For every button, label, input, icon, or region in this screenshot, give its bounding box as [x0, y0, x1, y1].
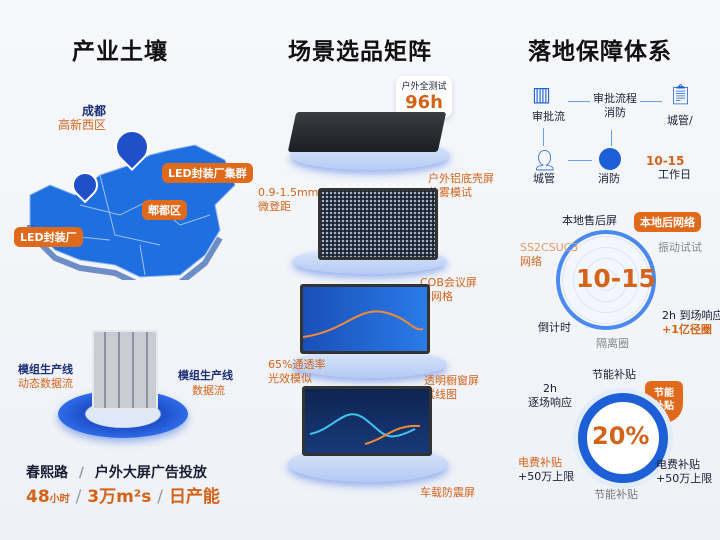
flow-arrow [640, 101, 662, 102]
radar-top: 本地售后屏 [562, 214, 617, 227]
vehicle-screen [302, 386, 432, 456]
capacity-text: 日产能 [168, 487, 220, 507]
platform [292, 350, 447, 378]
label-line: 审批流程 [593, 92, 637, 105]
label-line: 65%通透率 [268, 358, 326, 371]
days-unit: 工作日 [658, 168, 691, 181]
label-line: 电费补贴 [518, 456, 562, 469]
label-line: 光效模似 [268, 372, 312, 385]
scene-3-side: 65%通透率 光效模似 [268, 358, 325, 386]
building-icon: ▥ [532, 82, 551, 106]
label-line: +1亿径圈 [662, 323, 712, 336]
label-line: 试线图 [424, 388, 457, 401]
label-line: 网络 [520, 255, 542, 268]
area-value: 3万m²s [87, 487, 152, 507]
callout-value: 96h [405, 92, 443, 113]
separator: / [157, 487, 164, 507]
chart-line-graphic [302, 310, 424, 338]
radar-value: 10-15 [576, 264, 656, 293]
label-line: 电费补贴 [656, 458, 700, 471]
line-right-2: 数据流 [192, 384, 225, 397]
flow-node-1: 审批流 [532, 110, 565, 123]
callout-label: 户外全测试 [401, 82, 447, 92]
donut-right-bottom: 电费补贴 +50万上限 [656, 458, 712, 486]
line-left-2: 动态数据流 [18, 377, 73, 390]
location-text: 春熙路 [26, 465, 68, 481]
hours-value: 48 [26, 487, 50, 507]
label-line: 户外铝底壳屏 [428, 172, 494, 185]
radar-left-top: SS2CSUC3 网络 [520, 241, 578, 269]
test-callout: 户外全测试 96h [396, 76, 452, 118]
scene-4-label: 车载防震屏 [420, 486, 475, 499]
scene-1-label: 户外铝底壳屏 盐雾模试 [428, 172, 494, 200]
separator: / [75, 487, 82, 507]
label-line: 补贴 [654, 401, 674, 412]
flow-node-2: 城管/ [667, 114, 693, 127]
cluster-tag: LED封装厂集群 [162, 163, 253, 183]
flow-mid: 审批流程 消防 [593, 92, 637, 120]
label-line: SS2CSUC3 [520, 241, 579, 254]
cube-stack [92, 330, 158, 410]
flow-arrow [543, 128, 544, 146]
label-line: +50万上限 [656, 472, 713, 485]
line-left-1: 模组生产线 [18, 363, 73, 376]
scene-2-side: 0.9-1.5mm 微登距 [258, 186, 318, 214]
donut-left-bottom: 电费补贴 +50万上限 [518, 456, 574, 484]
aluminum-cabinet [287, 112, 447, 152]
chart-line-graphic [309, 413, 421, 445]
person-icon: 👤︎ [532, 148, 558, 172]
clipboard-icon: 📋︎ [668, 82, 694, 106]
donut-bottom: 节能补贴 [594, 488, 638, 501]
radar-tag: 本地后网络 [634, 212, 701, 232]
label-line: 节能 [654, 388, 674, 399]
flow-arrow [611, 130, 612, 146]
label-line: 透明橱窗屏 [424, 374, 479, 387]
donut-ring [578, 393, 668, 483]
label-line: COB会议屏 [420, 276, 477, 289]
label-line: 0.9-1.5mm [258, 186, 319, 199]
label-line: 逐场响应 [528, 396, 572, 409]
radar-bottom: 隔离圈 [596, 337, 629, 350]
fire-icon [599, 148, 621, 170]
label-line: +50万上限 [518, 470, 575, 483]
flow-arrow [568, 160, 592, 161]
scenarios-title: 场景选品矩阵 [288, 39, 432, 65]
label-line: 盐雾模试 [428, 186, 472, 199]
donut-left-top: 2h 逐场响应 [528, 382, 572, 410]
hours-unit: 小时 [49, 494, 70, 505]
label-line: 消防 [604, 106, 626, 119]
pidu-tag: 郫都区 [142, 200, 187, 220]
cob-screen [318, 188, 438, 260]
ad-text: 户外大屏广告投放 [94, 465, 207, 481]
donut-value: 20% [592, 422, 650, 450]
guarantee-title: 落地保障体系 [528, 39, 672, 65]
flow-arrow [568, 101, 590, 102]
line-right-1: 模组生产线 [178, 369, 233, 382]
flow-node-3: 城管 [533, 172, 555, 185]
flow-node-4: 消防 [598, 172, 620, 185]
separator: / [78, 465, 84, 481]
label-line: 2h 到场响应 [662, 309, 720, 322]
industry-title: 产业土壤 [72, 39, 168, 65]
radar-right-bottom: 2h 到场响应 +1亿径圈 [662, 309, 720, 337]
radar-ring [556, 230, 656, 330]
transparent-screen [300, 284, 430, 354]
radar-right-top: 振动试试 [658, 241, 702, 254]
scene-3-label: 透明橱窗屏 试线图 [424, 374, 479, 402]
stats-row-1: 春熙路 / 户外大屏广告投放 [26, 462, 207, 482]
label-line: 2h [543, 382, 557, 395]
days-value: 10-15 [646, 154, 685, 168]
stats-row-2: 48小时 / 3万m²s / 日产能 [26, 482, 220, 507]
label-line: 微登距 [258, 200, 291, 213]
radar-left-bottom: 倒计时 [538, 321, 571, 334]
factory-tag: LED封装厂 [14, 227, 83, 247]
donut-top: 节能补贴 [592, 368, 636, 381]
gaoxin-label: 高新西区 [58, 118, 107, 132]
chengdu-label: 成都 [82, 104, 107, 118]
